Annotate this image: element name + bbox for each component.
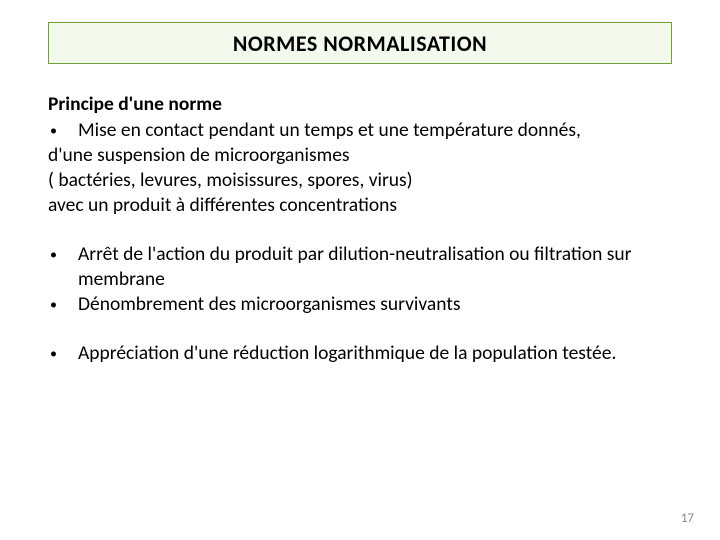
body-line: ( bactéries, levures, moisissures, spore…	[48, 168, 672, 193]
bullet-item-1: • Mise en contact pendant un temps et un…	[48, 118, 672, 143]
slide-title: NORMES NORMALISATION	[233, 30, 487, 57]
page-number: 17	[681, 511, 694, 526]
bullet-item-3: • Dénombrement des microorganismes survi…	[48, 292, 672, 317]
title-box: NORMES NORMALISATION	[48, 22, 672, 64]
bullet-icon: •	[48, 341, 78, 366]
bullet-text: Dénombrement des microorganismes surviva…	[78, 292, 672, 317]
bullet-icon: •	[48, 118, 78, 143]
slide: NORMES NORMALISATION Principe d'une norm…	[0, 0, 720, 540]
content-area: Principe d'une norme • Mise en contact p…	[48, 92, 672, 366]
spacer	[48, 317, 672, 341]
bullet-icon: •	[48, 292, 78, 317]
bullet-text: Appréciation d'une réduction logarithmiq…	[78, 341, 672, 366]
bullet-icon: •	[48, 242, 78, 267]
spacer	[48, 218, 672, 242]
bullet-item-2: • Arrêt de l'action du produit par dilut…	[48, 242, 672, 292]
body-line: d'une suspension de microorganismes	[48, 143, 672, 168]
section-heading: Principe d'une norme	[48, 92, 672, 117]
bullet-text: Arrêt de l'action du produit par dilutio…	[78, 242, 672, 292]
body-line: avec un produit à différentes concentrat…	[48, 193, 672, 218]
bullet-item-4: • Appréciation d'une réduction logarithm…	[48, 341, 672, 366]
bullet-text: Mise en contact pendant un temps et une …	[78, 118, 672, 143]
